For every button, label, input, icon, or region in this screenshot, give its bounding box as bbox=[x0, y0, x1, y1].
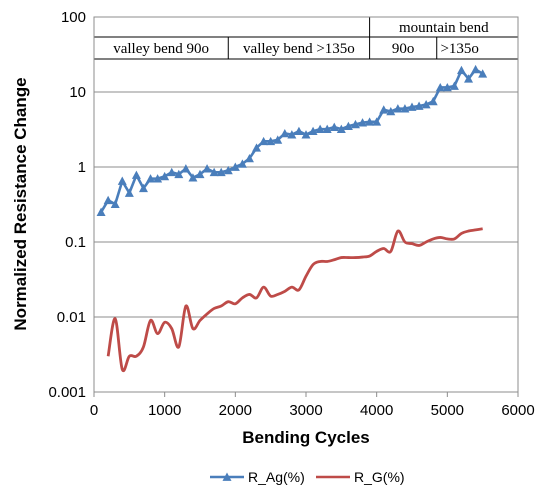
data-point-marker bbox=[195, 169, 205, 179]
data-point-marker bbox=[442, 82, 452, 92]
data-point-marker bbox=[202, 164, 212, 173]
x-tick-label: 2000 bbox=[219, 402, 252, 419]
data-point-marker bbox=[124, 188, 134, 197]
data-point-marker bbox=[110, 199, 120, 208]
x-tick-label: 4000 bbox=[360, 402, 393, 419]
data-point-marker bbox=[449, 81, 459, 90]
data-point-marker bbox=[471, 64, 481, 74]
data-point-marker bbox=[174, 169, 184, 179]
data-point-marker bbox=[315, 124, 325, 133]
data-point-marker bbox=[181, 164, 191, 173]
data-point-marker bbox=[372, 117, 382, 126]
annotation-header: mountain bend bbox=[399, 20, 489, 36]
data-point-marker bbox=[160, 171, 170, 181]
data-point-marker bbox=[103, 195, 113, 205]
legend-item-2[interactable]: R_G(%) bbox=[316, 469, 405, 485]
data-point-marker bbox=[131, 170, 141, 179]
x-tick-label: 0 bbox=[90, 402, 98, 419]
legend-label: R_G(%) bbox=[354, 469, 405, 485]
data-point-marker bbox=[365, 117, 375, 126]
series-1 bbox=[96, 64, 488, 216]
data-point-marker bbox=[273, 135, 283, 144]
data-point-marker bbox=[266, 136, 276, 146]
legend-label: R_Ag(%) bbox=[248, 469, 305, 485]
series-line bbox=[99, 68, 484, 213]
data-point-marker bbox=[117, 176, 127, 185]
y-axis-title: Normalized Resistance Change bbox=[11, 77, 30, 330]
data-point-marker bbox=[96, 207, 106, 216]
data-point-marker bbox=[230, 162, 240, 171]
x-tick-label: 5000 bbox=[431, 402, 464, 419]
x-tick-label: 3000 bbox=[289, 402, 322, 419]
series-line bbox=[106, 227, 483, 373]
x-tick-label: 1000 bbox=[148, 402, 181, 419]
y-tick-label: 100 bbox=[61, 9, 86, 26]
annotation-bands: mountain bend valley bend 90o valley bend … bbox=[94, 17, 518, 60]
data-point-marker bbox=[329, 122, 339, 131]
data-point-marker bbox=[244, 153, 254, 163]
data-point-marker bbox=[336, 124, 346, 133]
data-point-marker bbox=[464, 74, 474, 83]
legend[interactable]: R_Ag(%) R_G(%) bbox=[210, 469, 405, 485]
data-point-marker bbox=[308, 126, 318, 136]
data-point-marker bbox=[428, 96, 438, 106]
data-point-marker bbox=[252, 143, 262, 152]
data-point-marker bbox=[223, 165, 233, 175]
y-tick-label: 0.001 bbox=[48, 384, 86, 401]
axes bbox=[93, 16, 519, 397]
data-point-marker bbox=[167, 167, 177, 177]
data-point-marker bbox=[153, 174, 163, 183]
data-point-marker bbox=[478, 69, 488, 78]
gridlines bbox=[94, 16, 518, 318]
x-tick-labels: 0 1000 2000 3000 4000 5000 6000 bbox=[90, 402, 535, 419]
y-tick-label: 0.1 bbox=[65, 234, 86, 251]
data-point-marker bbox=[237, 159, 247, 168]
data-point-marker bbox=[138, 183, 148, 193]
series-2 bbox=[106, 227, 483, 373]
data-point-marker bbox=[393, 104, 403, 113]
data-point-marker bbox=[400, 104, 410, 113]
data-point-marker bbox=[358, 118, 368, 127]
data-point-marker bbox=[280, 128, 290, 138]
data-point-marker bbox=[407, 102, 417, 111]
data-point-marker bbox=[435, 82, 445, 92]
data-point-marker bbox=[386, 106, 396, 116]
band-label: valley bend >135o bbox=[243, 41, 355, 57]
data-point-marker bbox=[421, 100, 431, 109]
legend-item-1[interactable]: R_Ag(%) bbox=[210, 469, 305, 485]
data-point-marker bbox=[301, 130, 311, 139]
data-point-marker bbox=[456, 65, 466, 75]
data-point-marker bbox=[146, 174, 156, 183]
data-point-marker bbox=[188, 173, 198, 182]
data-point-marker bbox=[287, 130, 297, 139]
data-point-marker bbox=[343, 121, 353, 131]
band-label: 90o bbox=[392, 41, 415, 57]
data-point-marker bbox=[322, 124, 332, 133]
data-point-marker bbox=[259, 136, 269, 146]
data-point-marker bbox=[294, 126, 304, 136]
band-label: >135o bbox=[440, 41, 478, 57]
x-tick-label: 6000 bbox=[501, 402, 534, 419]
band-label: valley bend 90o bbox=[113, 41, 209, 57]
data-point-marker bbox=[350, 119, 360, 129]
y-tick-label: 1 bbox=[78, 159, 86, 176]
x-axis-title: Bending Cycles bbox=[242, 428, 370, 447]
data-point-marker bbox=[379, 105, 389, 114]
plot-border bbox=[93, 16, 519, 393]
data-point-marker bbox=[216, 167, 226, 177]
data-point-marker bbox=[209, 167, 219, 177]
y-tick-labels: 0.001 0.01 0.1 1 10 100 bbox=[48, 9, 86, 401]
legend-marker bbox=[222, 472, 232, 481]
series-layer bbox=[96, 64, 488, 373]
y-tick-label: 0.01 bbox=[57, 309, 86, 326]
data-point-marker bbox=[414, 101, 424, 110]
y-tick-label: 10 bbox=[69, 84, 86, 101]
